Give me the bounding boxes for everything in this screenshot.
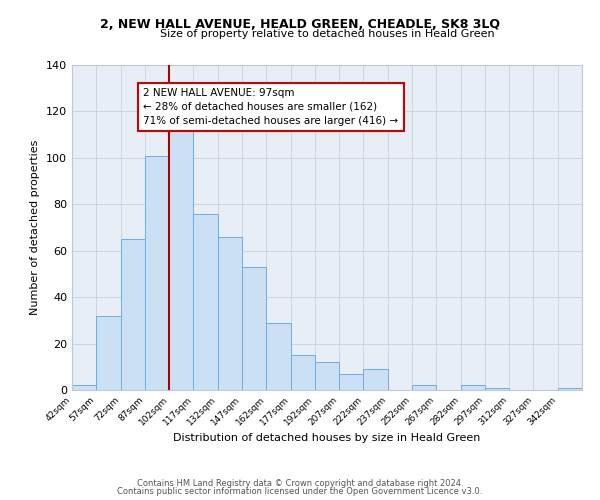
Title: Size of property relative to detached houses in Heald Green: Size of property relative to detached ho… bbox=[160, 29, 494, 39]
X-axis label: Distribution of detached houses by size in Heald Green: Distribution of detached houses by size … bbox=[173, 432, 481, 442]
Bar bbox=[266, 322, 290, 390]
Bar bbox=[290, 355, 315, 390]
Text: 2 NEW HALL AVENUE: 97sqm
← 28% of detached houses are smaller (162)
71% of semi-: 2 NEW HALL AVENUE: 97sqm ← 28% of detach… bbox=[143, 88, 398, 126]
Text: Contains public sector information licensed under the Open Government Licence v3: Contains public sector information licen… bbox=[118, 487, 482, 496]
Bar bbox=[121, 239, 145, 390]
Bar bbox=[72, 386, 96, 390]
Bar bbox=[461, 386, 485, 390]
Bar bbox=[485, 388, 509, 390]
Bar bbox=[315, 362, 339, 390]
Bar bbox=[558, 388, 582, 390]
Bar bbox=[412, 386, 436, 390]
Text: 2, NEW HALL AVENUE, HEALD GREEN, CHEADLE, SK8 3LQ: 2, NEW HALL AVENUE, HEALD GREEN, CHEADLE… bbox=[100, 18, 500, 30]
Bar bbox=[96, 316, 121, 390]
Bar bbox=[339, 374, 364, 390]
Bar bbox=[193, 214, 218, 390]
Bar bbox=[242, 267, 266, 390]
Text: Contains HM Land Registry data © Crown copyright and database right 2024.: Contains HM Land Registry data © Crown c… bbox=[137, 478, 463, 488]
Bar bbox=[145, 156, 169, 390]
Bar bbox=[364, 369, 388, 390]
Y-axis label: Number of detached properties: Number of detached properties bbox=[31, 140, 40, 315]
Bar bbox=[169, 126, 193, 390]
Bar bbox=[218, 237, 242, 390]
